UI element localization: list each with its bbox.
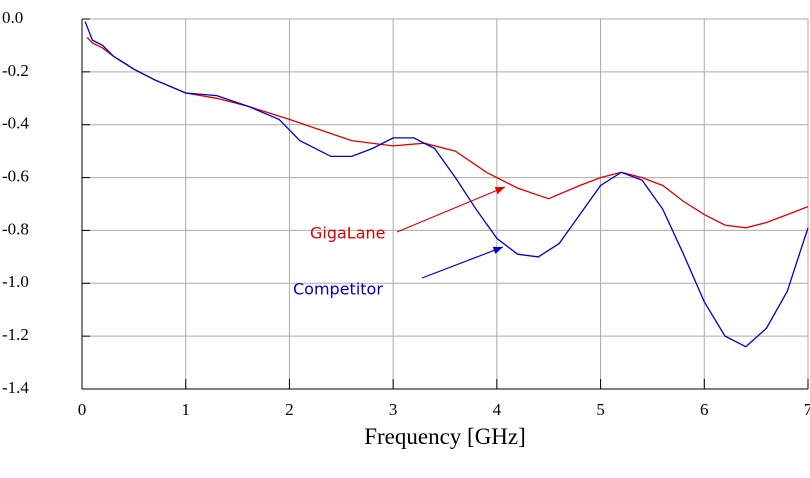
y-tick-label: -1.0 <box>2 272 29 291</box>
y-tick-label: -0.4 <box>2 114 29 133</box>
series-line <box>86 37 809 229</box>
y-tick-label: -0.2 <box>2 61 29 80</box>
y-tick-label: -1.4 <box>2 378 29 397</box>
legend-label: Competitor <box>293 280 383 299</box>
x-tick-label: 0 <box>78 400 87 419</box>
x-tick-label: 4 <box>493 400 502 419</box>
x-tick-label: 3 <box>389 400 398 419</box>
x-tick-label: 1 <box>181 400 190 419</box>
x-axis-label: Frequency [GHz] <box>364 424 526 449</box>
legend-label: GigaLane <box>310 224 386 243</box>
y-tick-label: -1.2 <box>2 325 29 344</box>
x-tick-label: 7 <box>804 400 810 419</box>
x-tick-label: 2 <box>285 400 294 419</box>
annotation-arrow <box>396 186 506 233</box>
y-tick-label: 0.0 <box>2 8 23 27</box>
x-tick-label: 5 <box>596 400 605 419</box>
series-line <box>84 21 809 348</box>
annotation-arrow <box>421 246 504 279</box>
x-tick-label: 6 <box>700 400 709 419</box>
y-tick-label: -0.6 <box>2 166 29 185</box>
y-tick-label: -0.8 <box>2 219 29 238</box>
